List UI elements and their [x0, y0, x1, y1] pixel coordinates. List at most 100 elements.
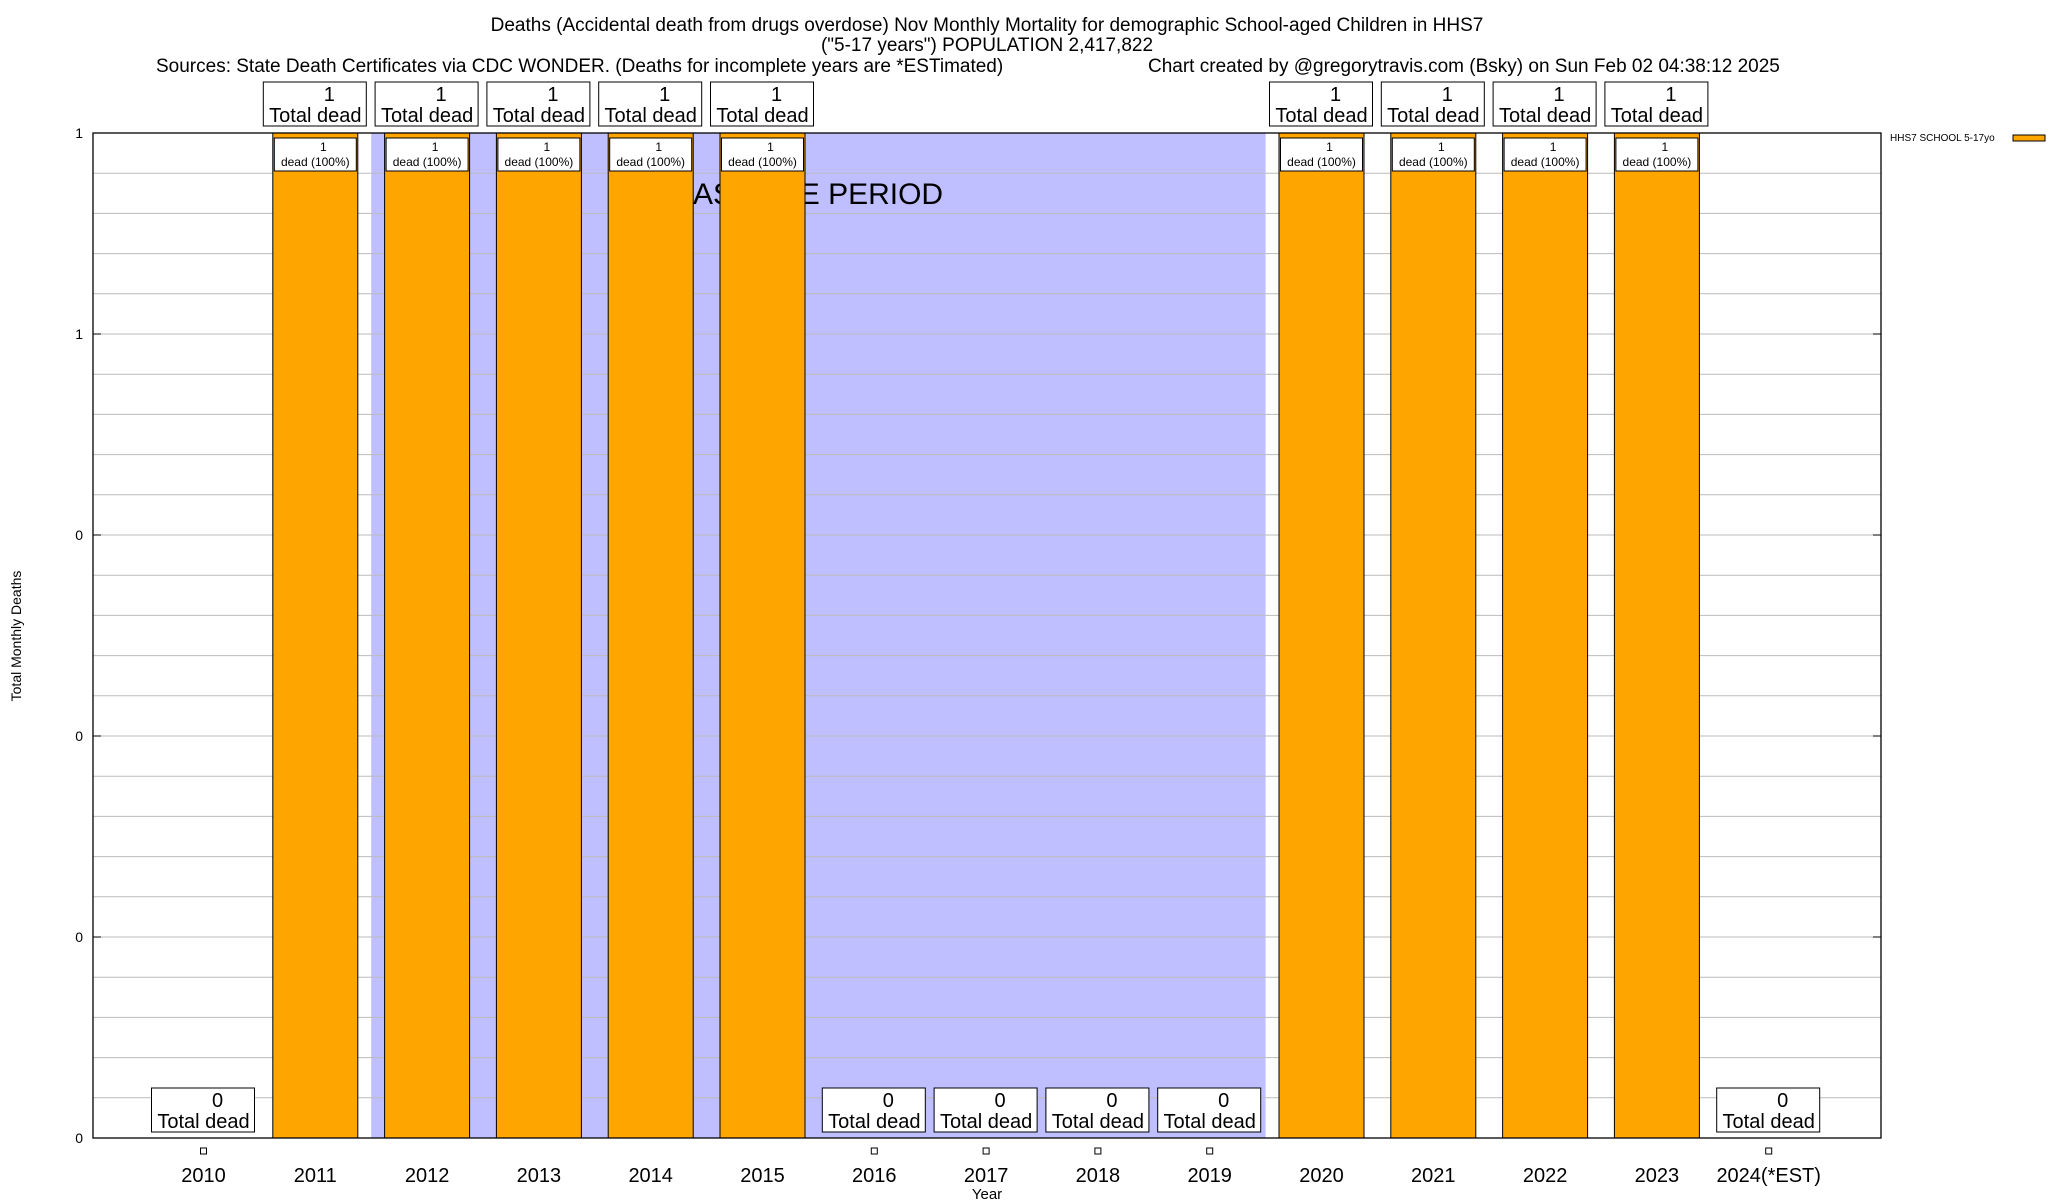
x-tick-label: 2019	[1187, 1165, 1232, 1187]
total-label-box	[1045, 1087, 1150, 1133]
bar-inner-label-text: dead (100%)	[1399, 155, 1468, 169]
y-tick-label: 0	[75, 527, 83, 543]
total-label-value: 1	[1554, 84, 1565, 106]
bar	[1502, 132, 1589, 1139]
total-label-box	[933, 1087, 1038, 1133]
bar-inner-label-value: 1	[767, 140, 774, 154]
total-label-text: Total dead	[1052, 1111, 1144, 1133]
bar-inner-label-text: dead (100%)	[505, 155, 574, 169]
total-label-value: 1	[547, 84, 558, 106]
bar	[1390, 132, 1477, 1139]
bar-inner-label-box	[609, 137, 693, 172]
total-label-value: 1	[1442, 84, 1453, 106]
total-label-box	[151, 1087, 255, 1133]
x-tick-label: 2018	[1076, 1165, 1121, 1187]
bar-inner-label-text: dead (100%)	[1287, 155, 1356, 169]
bar-inner-label-text: dead (100%)	[1511, 155, 1580, 169]
bar-inner-label-value: 1	[1662, 140, 1669, 154]
bar-inner-label-text: dead (100%)	[728, 155, 797, 169]
total-label-value: 0	[1106, 1090, 1117, 1112]
zero-point-marker	[1206, 1147, 1214, 1155]
bar-inner-label-text: dead (100%)	[616, 155, 685, 169]
total-label-box	[374, 81, 479, 127]
total-label-value: 0	[1777, 1090, 1788, 1112]
total-label-value: 1	[771, 84, 782, 106]
total-label-value: 0	[995, 1090, 1006, 1112]
total-label-value: 0	[212, 1090, 223, 1112]
total-label-box	[1269, 81, 1373, 127]
total-label-box	[821, 1087, 926, 1133]
x-axis-label: Year	[972, 1186, 1002, 1200]
total-label-text: Total dead	[1387, 105, 1479, 127]
bar	[719, 132, 806, 1139]
zero-point-marker	[870, 1147, 878, 1155]
chart-titles: Deaths (Accidental death from drugs over…	[156, 15, 1780, 77]
bar	[495, 132, 582, 1139]
chart-credit: Chart created by @gregorytravis.com (Bsk…	[1148, 56, 1780, 77]
total-label-box	[598, 81, 703, 127]
total-label-box	[1380, 81, 1485, 127]
bar	[384, 132, 471, 1139]
total-label-text: Total dead	[269, 105, 361, 127]
bar-inner-label-value: 1	[655, 140, 662, 154]
bar-inner-label-box	[385, 137, 469, 172]
y-tick-label: 1	[75, 326, 83, 342]
y-tick-label: 1	[75, 125, 83, 141]
total-label-box	[1157, 1087, 1262, 1133]
total-label-text: Total dead	[1723, 1111, 1815, 1133]
baseline-period-label: BASELINE PERIOD	[673, 178, 943, 211]
bar-inner-label-value: 1	[320, 140, 327, 154]
zero-point-marker	[200, 1147, 207, 1155]
zero-point-marker	[1094, 1147, 1102, 1155]
total-label-value: 1	[436, 84, 447, 106]
bar-inner-label-box	[1615, 137, 1699, 172]
y-tick-label: 0	[75, 1130, 83, 1146]
x-tick-label: 2010	[181, 1165, 226, 1187]
bar-inner-label-text: dead (100%)	[281, 155, 350, 169]
bar-inner-label-value: 1	[1550, 140, 1557, 154]
total-label-box	[1492, 81, 1597, 127]
bar-inner-label-value: 1	[1438, 140, 1445, 154]
chart-title-line-2: ("5-17 years") POPULATION 2,417,822	[821, 35, 1153, 56]
x-tick-label: 2014	[628, 1165, 673, 1187]
bar-inner-label-value: 1	[1326, 140, 1333, 154]
bar-inner-label-box	[1503, 137, 1587, 172]
bar-inner-label-box	[497, 137, 581, 172]
x-tick-label: 2023	[1635, 1165, 1680, 1187]
total-label-text: Total dead	[1275, 105, 1367, 127]
bar-inner-label-box	[273, 137, 357, 172]
x-tick-label: 2011	[294, 1165, 337, 1187]
bar-inner-label-box	[1280, 137, 1363, 172]
legend: HHS7 SCHOOL 5-17yo	[1890, 133, 2046, 144]
total-label-value: 1	[324, 84, 335, 106]
x-tick-label: 2015	[740, 1165, 785, 1187]
bar	[272, 132, 359, 1139]
bar-inner-label-box	[1391, 137, 1475, 172]
plot-frame	[92, 132, 1882, 1139]
total-label-text: Total dead	[716, 105, 808, 127]
x-tick-label: 2021	[1411, 1165, 1456, 1187]
total-label-value: 1	[1665, 84, 1676, 106]
chart-title-line-1: Deaths (Accidental death from drugs over…	[491, 15, 1484, 36]
x-tick-label: 2017	[964, 1165, 1009, 1187]
total-label-text: Total dead	[157, 1111, 249, 1133]
bar-inner-label-text: dead (100%)	[393, 155, 462, 169]
total-label-text: Total dead	[381, 105, 473, 127]
total-label-text: Total dead	[1164, 1111, 1256, 1133]
total-label-text: Total dead	[828, 1111, 920, 1133]
x-tick-label: 2012	[405, 1165, 450, 1187]
total-label-box	[262, 81, 367, 127]
x-tick-label: 2013	[517, 1165, 562, 1187]
y-axis-label: Total Monthly Deaths	[8, 571, 24, 702]
total-label-text: Total dead	[493, 105, 585, 127]
total-label-text: Total dead	[605, 105, 697, 127]
total-label-text: Total dead	[940, 1111, 1032, 1133]
total-label-text: Total dead	[1611, 105, 1703, 127]
total-label-value: 1	[1330, 84, 1341, 106]
y-tick-label: 0	[75, 728, 83, 744]
total-label-box	[1604, 81, 1709, 127]
x-tick-label: 2016	[852, 1165, 897, 1187]
x-tick-label: 2024(*EST)	[1716, 1165, 1821, 1187]
total-label-value: 0	[883, 1090, 894, 1112]
